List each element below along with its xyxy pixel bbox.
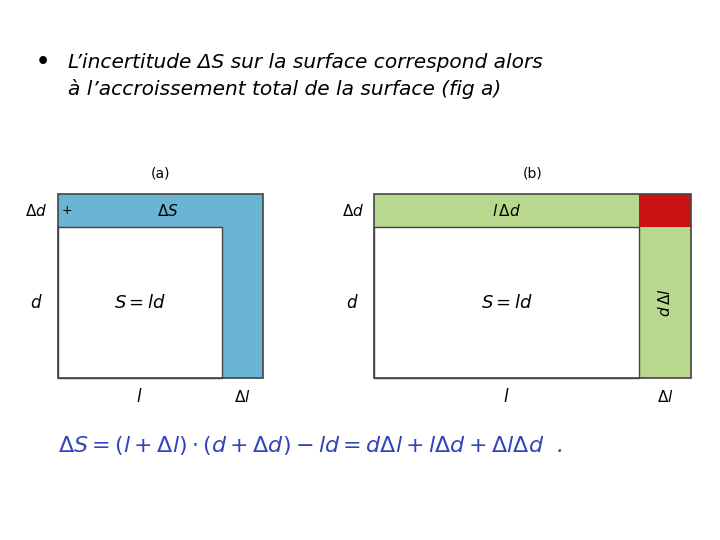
Text: $S = ld$: $S = ld$ [481,294,533,312]
Text: $\Delta S$: $\Delta S$ [156,203,179,219]
Text: à l’accroissement total de la surface (fig a): à l’accroissement total de la surface (f… [68,79,502,99]
Text: L’incertitude ΔS sur la surface correspond alors: L’incertitude ΔS sur la surface correspo… [68,52,543,72]
Text: (b): (b) [523,167,543,181]
Text: $l\,\Delta d$: $l\,\Delta d$ [492,203,521,219]
Bar [222,227,263,378]
Text: $\Delta S = (l + \Delta l)\cdot(d + \Delta d) - ld = d\Delta l + l\Delta d + \De: $\Delta S = (l + \Delta l)\cdot(d + \Del… [58,434,562,457]
Text: $d\,\Delta l$: $d\,\Delta l$ [657,288,673,317]
Bar [374,227,639,378]
Text: $l$: $l$ [136,388,143,406]
Text: $\Delta d$: $\Delta d$ [342,203,364,219]
Text: $d$: $d$ [30,294,42,312]
Text: $S = ld$: $S = ld$ [114,294,166,312]
Text: $l$: $l$ [503,388,510,406]
Text: (a): (a) [150,167,170,181]
Bar [639,227,691,378]
Bar [374,194,691,378]
Text: $d$: $d$ [346,294,359,312]
Bar [58,194,263,378]
Text: $+$: $+$ [60,205,72,218]
Text: $\Delta l$: $\Delta l$ [234,389,251,405]
Bar [58,227,222,378]
Text: $\Delta d$: $\Delta d$ [25,203,47,219]
Bar [374,194,639,227]
Bar [58,194,263,227]
Bar [639,194,691,227]
Text: •: • [36,52,50,72]
Text: $\Delta l$: $\Delta l$ [657,389,673,405]
